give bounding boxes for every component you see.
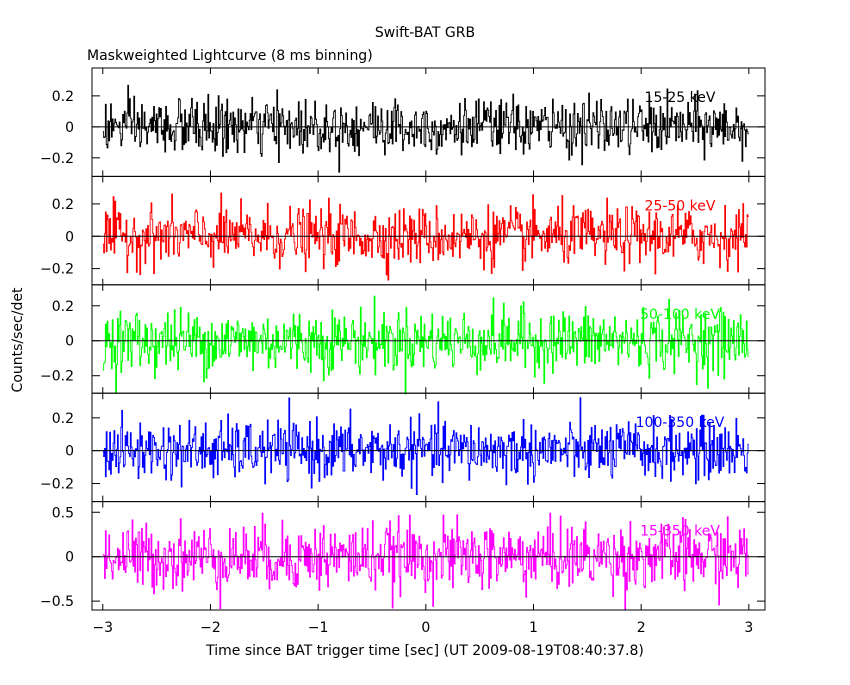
series-line-1 bbox=[102, 84, 749, 173]
series-label-5: 15-350 keV bbox=[640, 524, 720, 540]
x-axis-label: Time since BAT trigger time [sec] (UT 20… bbox=[205, 643, 644, 659]
chart-title: Swift-BAT GRB bbox=[375, 25, 475, 41]
y-tick-label-1-3: 0.2 bbox=[52, 89, 74, 105]
y-tick-label-2-1: −0.2 bbox=[40, 262, 74, 278]
series-line-4 bbox=[102, 397, 749, 496]
x-tick-label-1: −3 bbox=[92, 620, 113, 636]
series-label-3: 50-100 keV bbox=[640, 307, 720, 323]
y-tick-label-5-1: −0.5 bbox=[40, 594, 74, 610]
series-line-5 bbox=[102, 512, 749, 610]
x-tick-label-7: 3 bbox=[744, 620, 753, 636]
y-tick-label-5-2: 0 bbox=[65, 550, 74, 566]
y-tick-label-5-3: 0.5 bbox=[52, 505, 74, 521]
y-axis-label: Counts/sec/det bbox=[10, 287, 26, 392]
series-line-2 bbox=[102, 192, 749, 281]
series-label-2: 25-50 keV bbox=[645, 198, 716, 214]
series-label-4: 100-350 keV bbox=[636, 415, 725, 431]
x-tick-label-3: −1 bbox=[308, 620, 329, 636]
panel-frame-5 bbox=[91, 501, 766, 611]
y-tick-label-3-3: 0.2 bbox=[52, 299, 74, 315]
series-label-1: 15-25 keV bbox=[645, 90, 716, 106]
x-tick-label-2: −2 bbox=[200, 620, 221, 636]
x-tick-label-6: 2 bbox=[637, 620, 646, 636]
y-tick-label-1-2: 0 bbox=[65, 120, 74, 136]
x-tick-label-5: 1 bbox=[529, 620, 538, 636]
y-tick-label-4-1: −0.2 bbox=[40, 477, 74, 493]
y-tick-label-3-1: −0.2 bbox=[40, 369, 74, 385]
y-tick-label-4-3: 0.2 bbox=[52, 411, 74, 427]
y-tick-label-3-2: 0 bbox=[65, 334, 74, 350]
y-tick-label-1-1: −0.2 bbox=[40, 151, 74, 167]
panels-group: −0.2 0 0.2 15-25 keV −0.2 0 0.2 25-50 keV −0.2 0 0… bbox=[40, 67, 766, 636]
chart-subtitle: Maskweighted Lightcurve (8 ms binning) bbox=[87, 48, 373, 64]
y-tick-label-4-2: 0 bbox=[65, 444, 74, 460]
y-tick-label-2-3: 0.2 bbox=[52, 197, 74, 213]
x-tick-label-4: 0 bbox=[421, 620, 430, 636]
y-tick-label-2-2: 0 bbox=[65, 229, 74, 245]
